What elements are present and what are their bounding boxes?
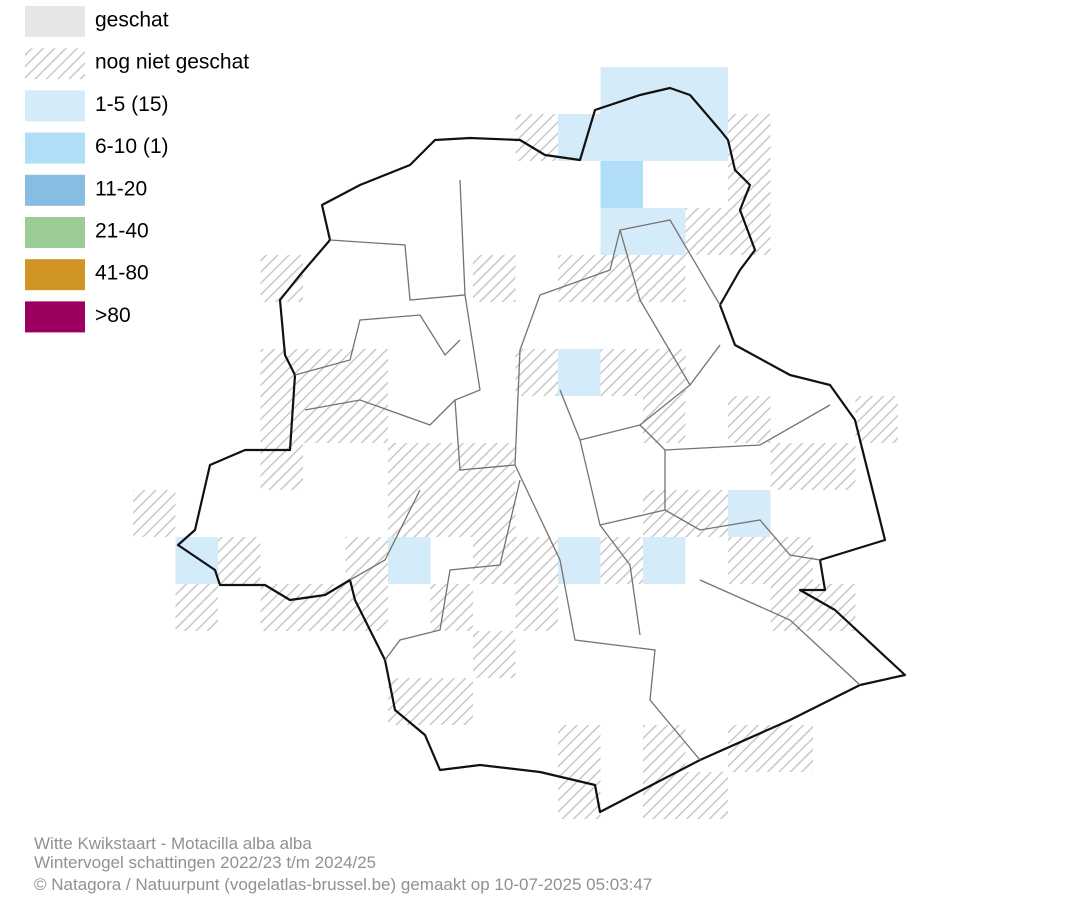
cell-unestimated bbox=[515, 349, 558, 396]
region-outline bbox=[176, 86, 907, 814]
cell-unestimated bbox=[388, 443, 431, 490]
credit: © Natagora / Natuurpunt (vogelatlas-brus… bbox=[34, 875, 652, 894]
legend: geschat nog niet geschat 1-5 (15) 6-10 (1) 1… bbox=[25, 6, 249, 333]
cell-unestimated bbox=[643, 772, 686, 819]
legend-swatch bbox=[25, 174, 85, 206]
legend-label: 21-40 bbox=[95, 220, 149, 243]
cell-unestimated bbox=[473, 631, 516, 678]
cell-unestimated bbox=[770, 537, 813, 584]
cell-unestimated bbox=[515, 114, 558, 161]
cell-unestimated bbox=[260, 584, 303, 631]
legend-swatch bbox=[25, 301, 85, 333]
legend-swatch bbox=[25, 48, 85, 80]
cell-unestimated bbox=[600, 537, 643, 584]
cell-unestimated bbox=[600, 349, 643, 396]
cell-unestimated bbox=[855, 396, 898, 443]
cell-unestimated bbox=[643, 396, 686, 443]
cell-unestimated bbox=[303, 349, 346, 396]
cell-unestimated bbox=[558, 772, 601, 819]
legend-swatch bbox=[25, 6, 85, 37]
cell-unestimated bbox=[303, 396, 346, 443]
legend-label: nog niet geschat bbox=[95, 51, 249, 74]
legend-label: 6-10 (1) bbox=[95, 135, 169, 158]
cell-unestimated bbox=[430, 443, 473, 490]
cell-unestimated bbox=[430, 490, 473, 537]
footer: Witte Kwikstaart - Motacilla alba alba W… bbox=[34, 834, 652, 894]
legend-label: 1-5 (15) bbox=[95, 93, 169, 116]
period: Wintervogel schattingen 2022/23 t/m 2024… bbox=[34, 853, 376, 872]
cell-unestimated bbox=[770, 725, 813, 772]
cell-unestimated bbox=[728, 208, 771, 255]
cell-1-5 bbox=[558, 114, 601, 161]
cell-1-5 bbox=[600, 208, 643, 255]
cell-unestimated bbox=[728, 114, 771, 161]
cell-unestimated bbox=[813, 443, 856, 490]
legend-swatch bbox=[25, 90, 85, 122]
cell-1-5 bbox=[643, 114, 686, 161]
cell-unestimated bbox=[728, 537, 771, 584]
cell-unestimated bbox=[473, 537, 516, 584]
cell-unestimated bbox=[430, 584, 473, 631]
cell-unestimated bbox=[685, 772, 728, 819]
legend-swatch bbox=[25, 132, 85, 164]
legend-swatch bbox=[25, 217, 85, 248]
legend-label: 41-80 bbox=[95, 262, 149, 285]
cell-unestimated bbox=[260, 349, 303, 396]
cell-1-5 bbox=[685, 114, 728, 161]
cell-1-5 bbox=[558, 349, 601, 396]
cell-unestimated bbox=[430, 678, 473, 725]
municipal-borders bbox=[294, 179, 861, 761]
cell-unestimated bbox=[473, 255, 516, 302]
legend-label: 11-20 bbox=[95, 177, 147, 200]
cell-1-5 bbox=[685, 67, 728, 114]
cell-unestimated bbox=[345, 396, 388, 443]
cell-1-5 bbox=[728, 490, 771, 537]
cell-unestimated bbox=[345, 349, 388, 396]
species-name: Witte Kwikstaart - Motacilla alba alba bbox=[34, 834, 312, 853]
cell-unestimated bbox=[388, 490, 431, 537]
cell-unestimated bbox=[218, 537, 261, 584]
cell-6-10 bbox=[600, 161, 643, 208]
cell-unestimated bbox=[685, 490, 728, 537]
cell-1-5 bbox=[175, 537, 218, 584]
cell-unestimated bbox=[770, 443, 813, 490]
cell-unestimated bbox=[600, 255, 643, 302]
cell-unestimated bbox=[345, 537, 388, 584]
cell-unestimated bbox=[770, 584, 813, 631]
cell-unestimated bbox=[643, 349, 686, 396]
cell-unestimated bbox=[260, 396, 303, 443]
cell-unestimated bbox=[515, 584, 558, 631]
legend-swatch bbox=[25, 259, 85, 291]
cell-unestimated bbox=[728, 396, 771, 443]
legend-label: geschat bbox=[95, 9, 169, 32]
cell-unestimated bbox=[643, 725, 686, 772]
cell-unestimated bbox=[175, 584, 218, 631]
cell-unestimated bbox=[303, 584, 346, 631]
cell-unestimated bbox=[558, 725, 601, 772]
cell-unestimated bbox=[643, 255, 686, 302]
cell-unestimated bbox=[133, 490, 176, 537]
cell-1-5 bbox=[558, 537, 601, 584]
cell-unestimated bbox=[473, 490, 516, 537]
cell-unestimated bbox=[558, 255, 601, 302]
cell-1-5 bbox=[388, 537, 431, 584]
cell-1-5 bbox=[643, 537, 686, 584]
cell-unestimated bbox=[685, 208, 728, 255]
cell-1-5 bbox=[600, 114, 643, 161]
legend-label: >80 bbox=[95, 304, 131, 327]
cell-1-5 bbox=[643, 208, 686, 255]
cell-unestimated bbox=[388, 678, 431, 725]
cell-unestimated bbox=[515, 537, 558, 584]
